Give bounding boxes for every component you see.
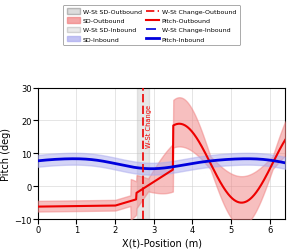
Legend: W-St SD-Outbound, SD-Outbound, W-St SD-Inbound, SD-Inbound, W-St Change-Outbound: W-St SD-Outbound, SD-Outbound, W-St SD-I… bbox=[63, 6, 240, 46]
Text: W-St Change: W-St Change bbox=[146, 105, 152, 147]
X-axis label: X(t)-Position (m): X(t)-Position (m) bbox=[122, 237, 201, 247]
Bar bbox=[137, 88, 149, 219]
Y-axis label: Pitch (deg): Pitch (deg) bbox=[1, 127, 11, 180]
